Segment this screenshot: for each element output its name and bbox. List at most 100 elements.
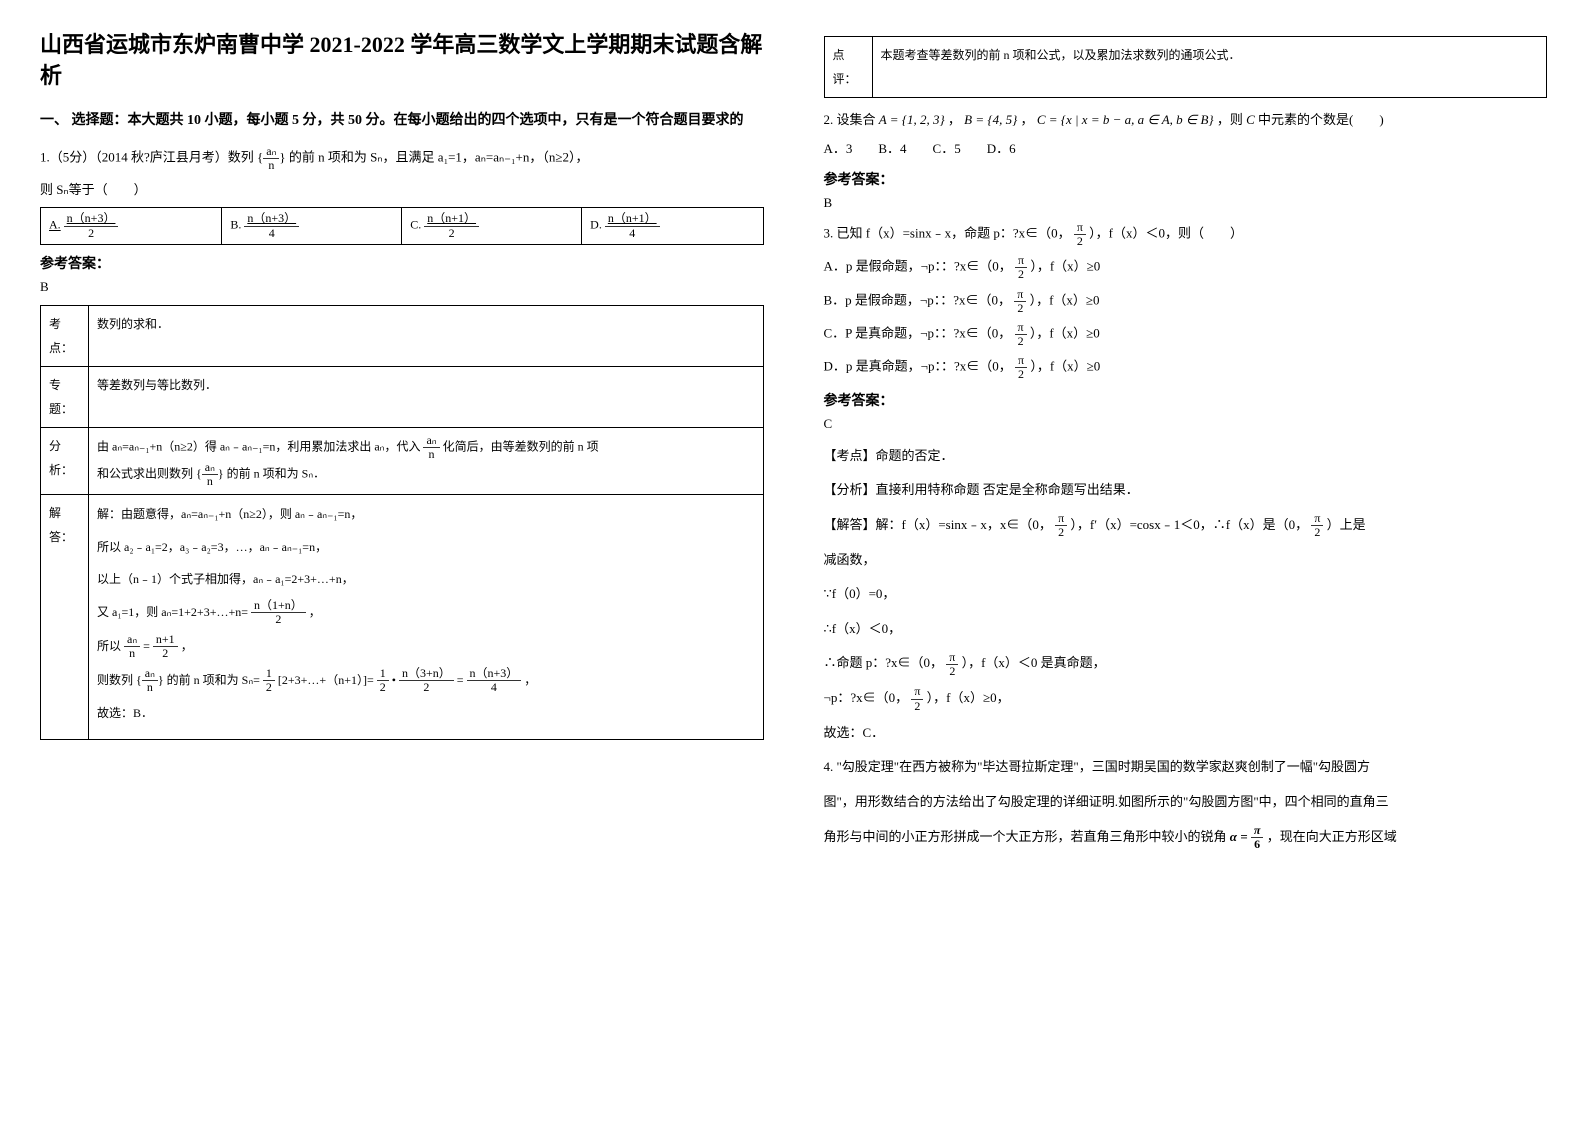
p3-stem: 3. 已知 f（x）=sinx﹣x，命题 p：?x∈（0， π2 ），f（x）＜… (824, 221, 1548, 248)
p4-alpha: α = (1230, 829, 1248, 844)
p1-sol-r3-t3: 和公式求出则数列 (97, 467, 193, 481)
p2-setC: C = {x | x = b − a, a ∈ A, b ∈ B} (1037, 112, 1214, 127)
p1-sol-r3-frac1-num: aₙ (423, 434, 439, 448)
p3-B-frac: π2 (1014, 288, 1026, 315)
p3-A-2: 2 (1015, 268, 1027, 281)
p1-sol-r4-6-fracseq-num: aₙ (142, 667, 158, 681)
p2-c1: ， (948, 112, 961, 127)
p3-jd-6: ¬p：?x∈（0， π2 ），f（x）≥0， (824, 684, 1548, 713)
p3-optD: D．p 是真命题，¬p：：?x∈（0， π2 ），f（x）≥0 (824, 354, 1548, 381)
p1-opt-B-frac: n（n+3）4 (244, 212, 299, 239)
p2-stem-a: 2. 设集合 (824, 112, 876, 127)
p1-ref-ans-label: 参考答案： (40, 253, 764, 273)
p4-l2: 图"，用形数结合的方法给出了勾股定理的详细证明.如图所示的"勾股圆方图"中，四个… (824, 788, 1548, 817)
p3-jd-6a: ¬p：?x∈（0， (824, 690, 909, 705)
p1-opt-D: D. n（n+1）4 (582, 208, 763, 244)
p1-sol-r3-label: 分析： (41, 427, 89, 495)
p3-ref-ans-label: 参考答案： (824, 390, 1548, 410)
p1-seq-brace-r: } (279, 149, 285, 164)
p3-C-frac: π2 (1015, 321, 1027, 348)
p3-jd-6-2: 2 (911, 700, 923, 713)
p1-opt-B: B. n（n+3）4 (222, 208, 402, 244)
p1-sol-r4-6-frac4: n（n+3）4 (467, 667, 522, 694)
p3-B-b: ），f（x）≥0 (1030, 292, 1100, 307)
p3-stem-2: 2 (1074, 235, 1086, 248)
p1-sol-r1-body: 数列的求和． (89, 305, 764, 366)
p1-opt-B-den: 4 (244, 227, 299, 240)
p1-opt-C-den: 2 (424, 227, 479, 240)
p1-sol-r3-t2: 化简后，由等差数列的前 n 项 (443, 439, 599, 453)
p3-jd-pi2: π (1311, 512, 1323, 526)
p1-sol-r4-2: 所以 a₂﹣a₁=2，a₃﹣a₂=3，…，aₙ﹣aₙ₋₁=n， (97, 534, 755, 560)
p1-sol-r4-6-fracseq-den: n (142, 681, 158, 694)
p3-optC: C．P 是真命题，¬p：：?x∈（0， π2 ），f（x）≥0 (824, 321, 1548, 348)
p3-jd-6-pi: π (911, 685, 923, 699)
p3-jd-b: ），f′（x）=cosx﹣1＜0，∴f（x）是（0， (1070, 517, 1308, 532)
p1-sol-r4-5b: ， (181, 639, 193, 653)
p3-D-b: ），f（x）≥0 (1030, 359, 1100, 374)
p1-sol-r4-5a: 所以 (97, 639, 121, 653)
p3-jd-21: 2 (1055, 526, 1067, 539)
p2-c2: ， (1021, 112, 1034, 127)
p1-sol-r5-label: 点评： (824, 37, 872, 98)
p3-kd: 【考点】命题的否定． (824, 442, 1548, 471)
p3-stem-pi: π (1074, 221, 1086, 235)
p1-sol-r4-5: 所以 aₙn = n+12 ， (97, 633, 755, 661)
p3-jd-4: ∴f（x）＜0， (824, 615, 1548, 644)
p1-seq-frac-den: n (263, 159, 279, 172)
p3-C-a: C．P 是真命题，¬p：：?x∈（0， (824, 326, 1012, 341)
p1-sol-r4-5-frac1: aₙn (124, 633, 140, 660)
p1-sol-r4-body: 解：由题意得，aₙ=aₙ₋₁+n（n≥2），则 aₙ﹣aₙ₋₁=n， 所以 a₂… (89, 495, 764, 739)
p1-sol-r4-6-frac3: n（3+n）2 (399, 667, 454, 694)
p1-sol-r4-6-frac2: 12 (377, 667, 389, 694)
p1-opt-A-den: 2 (64, 227, 119, 240)
p1-opt-C-label: C. (410, 218, 421, 232)
p1-sol-r4-6-num2: 1 (377, 667, 389, 681)
p3-jd-5: ∴命题 p：?x∈（0， π2 ），f（x）＜0 是真命题， (824, 649, 1548, 678)
p1-sol-r4-6-den4: 4 (467, 681, 522, 694)
p1-opt-A-num: n（n+3） (64, 212, 119, 226)
p1-opt-C-num: n（n+1） (424, 212, 479, 226)
p2-opts: A．3 B．4 C．5 D．6 (824, 137, 1548, 160)
p1-sol-r4-6-num3: n（3+n） (399, 667, 454, 681)
p1-opt-B-label: B. (230, 218, 241, 232)
p1-sol-r4-4b: ， (309, 605, 321, 619)
p1-sol-r3-body: 由 aₙ=aₙ₋₁+n（n≥2）得 aₙ﹣aₙ₋₁=n，利用累加法求出 aₙ，代… (89, 427, 764, 495)
right-column: 点评： 本题考查等差数列的前 n 项和公式，以及累加法求数列的通项公式． 2. … (824, 30, 1548, 1092)
p1-sol-r4-6-eq: = (457, 673, 464, 687)
p2-answer: B (824, 195, 1548, 211)
p1-sol-r4-6-den2: 2 (377, 681, 389, 694)
p1-stem-a: 1.（5分）（2014 秋?庐江县月考）数列 (40, 149, 254, 164)
p3-jd-5b: ），f（x）＜0 是真命题， (962, 655, 1106, 670)
p1-sol-r3-frac2: aₙn (202, 461, 218, 488)
section-1-heading: 一、 选择题：本大题共 10 小题，每小题 5 分，共 50 分。在每小题给出的… (40, 110, 764, 131)
p2-setA: A = {1, 2, 3} (879, 112, 945, 127)
p3-A-pi: π (1015, 254, 1027, 268)
p2-stem-b: ，则 (1217, 112, 1243, 127)
p3-jd-5-frac: π2 (946, 651, 958, 678)
p3-jd-pi1: π (1055, 512, 1067, 526)
p1-sol-r1-label: 考点： (41, 305, 89, 366)
p1-seq-frac-num: aₙ (263, 145, 279, 159)
p1-sol-r4-5-eq: = (143, 639, 150, 653)
p3-jd-6b: ），f（x）≥0， (927, 690, 1010, 705)
p1-sol-r4-6-den3: 2 (399, 681, 454, 694)
p1-sol-r4-5-num2: n+1 (153, 633, 178, 647)
left-column: 山西省运城市东炉南曹中学 2021-2022 学年高三数学文上学期期末试题含解析… (40, 30, 764, 1092)
p1-sol-r4-6b: ， (524, 673, 536, 687)
p3-jd-5a: ∴命题 p：?x∈（0， (824, 655, 944, 670)
p1-sol-r4-6-fracseq: aₙn (142, 667, 158, 694)
p4-six: 6 (1251, 838, 1264, 851)
p2-stem-c: 中元素的个数是( ) (1258, 112, 1384, 127)
p1-opt-D-frac: n（n+1）4 (605, 212, 660, 239)
p4-l1: 4. "勾股定理"在西方被称为"毕达哥拉斯定理"，三国时期吴国的数学家赵爽创制了… (824, 753, 1548, 782)
p1-sol-r4-7: 故选：B． (97, 700, 755, 726)
p1-sol-r5-body: 本题考查等差数列的前 n 项和公式，以及累加法求数列的通项公式． (872, 37, 1547, 98)
p3-answer: C (824, 416, 1548, 432)
p3-jd-2: 减函数， (824, 546, 1548, 575)
p1-sol-r4-5-frac2: n+12 (153, 633, 178, 660)
p3-stem-b: ），f（x）＜0，则（ ） (1089, 225, 1243, 240)
p3-jd-5-pi: π (946, 651, 958, 665)
p1-opt-A-label: A. (49, 218, 61, 232)
p1-sol-r4-6-mid: 的前 n 项和为 Sₙ= (167, 673, 260, 687)
